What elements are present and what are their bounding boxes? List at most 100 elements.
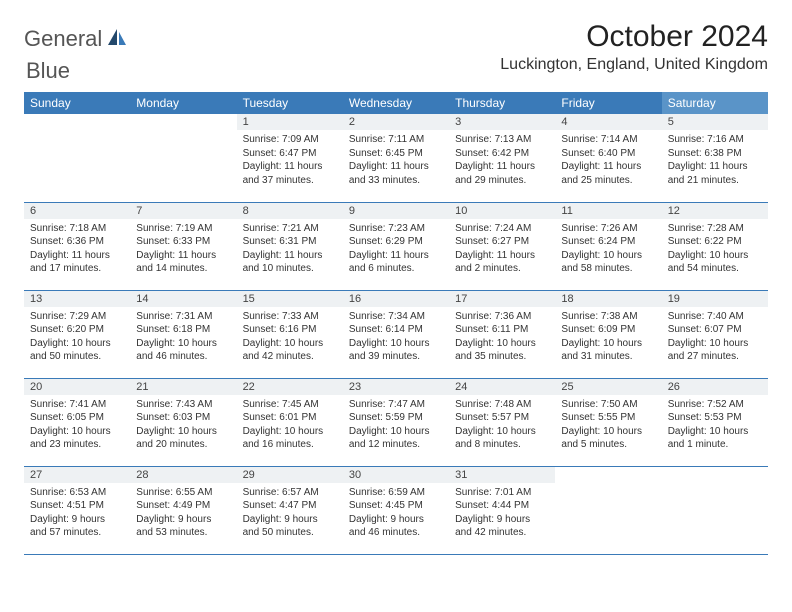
day-header-tuesday: Tuesday: [237, 92, 343, 114]
calendar-cell: 3Sunrise: 7:13 AMSunset: 6:42 PMDaylight…: [449, 114, 555, 202]
sunset-line: Sunset: 5:57 PM: [455, 411, 549, 425]
calendar-week-row: 27Sunrise: 6:53 AMSunset: 4:51 PMDayligh…: [24, 466, 768, 554]
sunset-line: Sunset: 6:22 PM: [668, 235, 762, 249]
day-details: Sunrise: 7:41 AMSunset: 6:05 PMDaylight:…: [24, 395, 130, 456]
daylight-line: Daylight: 10 hours and 31 minutes.: [561, 337, 655, 364]
day-details: Sunrise: 7:16 AMSunset: 6:38 PMDaylight:…: [662, 130, 768, 191]
daylight-line: Daylight: 10 hours and 54 minutes.: [668, 249, 762, 276]
daylight-line: Daylight: 10 hours and 20 minutes.: [136, 425, 230, 452]
sunrise-line: Sunrise: 7:34 AM: [349, 310, 443, 324]
sunrise-line: Sunrise: 7:40 AM: [668, 310, 762, 324]
day-number: 25: [555, 379, 661, 395]
brand-text-1: General: [24, 26, 102, 52]
daylight-line: Daylight: 11 hours and 29 minutes.: [455, 160, 549, 187]
sunset-line: Sunset: 4:51 PM: [30, 499, 124, 513]
calendar-cell: [24, 114, 130, 202]
sunset-line: Sunset: 4:45 PM: [349, 499, 443, 513]
sunrise-line: Sunrise: 7:26 AM: [561, 222, 655, 236]
daylight-line: Daylight: 11 hours and 6 minutes.: [349, 249, 443, 276]
sunset-line: Sunset: 6:05 PM: [30, 411, 124, 425]
sunset-line: Sunset: 6:31 PM: [243, 235, 337, 249]
sunrise-line: Sunrise: 7:36 AM: [455, 310, 549, 324]
day-number: 5: [662, 114, 768, 130]
daylight-line: Daylight: 11 hours and 37 minutes.: [243, 160, 337, 187]
day-details: Sunrise: 7:23 AMSunset: 6:29 PMDaylight:…: [343, 219, 449, 280]
calendar-cell: 7Sunrise: 7:19 AMSunset: 6:33 PMDaylight…: [130, 202, 236, 290]
daylight-line: Daylight: 11 hours and 10 minutes.: [243, 249, 337, 276]
day-number: 16: [343, 291, 449, 307]
sunrise-line: Sunrise: 7:11 AM: [349, 133, 443, 147]
sunset-line: Sunset: 5:59 PM: [349, 411, 443, 425]
daylight-line: Daylight: 9 hours and 50 minutes.: [243, 513, 337, 540]
sunset-line: Sunset: 6:45 PM: [349, 147, 443, 161]
day-number: 2: [343, 114, 449, 130]
day-header-wednesday: Wednesday: [343, 92, 449, 114]
daylight-line: Daylight: 10 hours and 1 minute.: [668, 425, 762, 452]
day-number: 24: [449, 379, 555, 395]
day-number: 19: [662, 291, 768, 307]
sail-icon: [106, 27, 128, 52]
day-details: Sunrise: 6:53 AMSunset: 4:51 PMDaylight:…: [24, 483, 130, 544]
daylight-line: Daylight: 10 hours and 42 minutes.: [243, 337, 337, 364]
daylight-line: Daylight: 9 hours and 57 minutes.: [30, 513, 124, 540]
calendar-cell: 21Sunrise: 7:43 AMSunset: 6:03 PMDayligh…: [130, 378, 236, 466]
day-details: Sunrise: 7:11 AMSunset: 6:45 PMDaylight:…: [343, 130, 449, 191]
day-details: Sunrise: 7:40 AMSunset: 6:07 PMDaylight:…: [662, 307, 768, 368]
day-number: 8: [237, 203, 343, 219]
sunrise-line: Sunrise: 6:55 AM: [136, 486, 230, 500]
calendar-cell: 16Sunrise: 7:34 AMSunset: 6:14 PMDayligh…: [343, 290, 449, 378]
sunset-line: Sunset: 4:44 PM: [455, 499, 549, 513]
day-details: Sunrise: 7:24 AMSunset: 6:27 PMDaylight:…: [449, 219, 555, 280]
day-details: Sunrise: 7:18 AMSunset: 6:36 PMDaylight:…: [24, 219, 130, 280]
sunrise-line: Sunrise: 7:28 AM: [668, 222, 762, 236]
sunset-line: Sunset: 6:18 PM: [136, 323, 230, 337]
location-text: Luckington, England, United Kingdom: [500, 56, 768, 74]
daylight-line: Daylight: 10 hours and 16 minutes.: [243, 425, 337, 452]
sunset-line: Sunset: 6:33 PM: [136, 235, 230, 249]
sunrise-line: Sunrise: 7:47 AM: [349, 398, 443, 412]
sunrise-line: Sunrise: 7:52 AM: [668, 398, 762, 412]
daylight-line: Daylight: 10 hours and 58 minutes.: [561, 249, 655, 276]
day-number: 28: [130, 467, 236, 483]
day-details: Sunrise: 6:57 AMSunset: 4:47 PMDaylight:…: [237, 483, 343, 544]
day-details: Sunrise: 7:34 AMSunset: 6:14 PMDaylight:…: [343, 307, 449, 368]
daylight-line: Daylight: 11 hours and 2 minutes.: [455, 249, 549, 276]
sunrise-line: Sunrise: 7:01 AM: [455, 486, 549, 500]
day-number: 23: [343, 379, 449, 395]
daylight-line: Daylight: 10 hours and 8 minutes.: [455, 425, 549, 452]
day-details: Sunrise: 7:31 AMSunset: 6:18 PMDaylight:…: [130, 307, 236, 368]
day-number: 30: [343, 467, 449, 483]
calendar-cell: 30Sunrise: 6:59 AMSunset: 4:45 PMDayligh…: [343, 466, 449, 554]
title-block: October 2024 Luckington, England, United…: [500, 20, 768, 74]
sunrise-line: Sunrise: 7:21 AM: [243, 222, 337, 236]
sunset-line: Sunset: 6:07 PM: [668, 323, 762, 337]
day-details: Sunrise: 7:45 AMSunset: 6:01 PMDaylight:…: [237, 395, 343, 456]
sunrise-line: Sunrise: 7:38 AM: [561, 310, 655, 324]
day-details: Sunrise: 7:29 AMSunset: 6:20 PMDaylight:…: [24, 307, 130, 368]
calendar-cell: 15Sunrise: 7:33 AMSunset: 6:16 PMDayligh…: [237, 290, 343, 378]
day-number: 31: [449, 467, 555, 483]
brand-logo: General: [24, 20, 130, 52]
daylight-line: Daylight: 9 hours and 53 minutes.: [136, 513, 230, 540]
day-details: Sunrise: 7:33 AMSunset: 6:16 PMDaylight:…: [237, 307, 343, 368]
calendar-cell: [130, 114, 236, 202]
sunset-line: Sunset: 6:14 PM: [349, 323, 443, 337]
day-details: Sunrise: 7:21 AMSunset: 6:31 PMDaylight:…: [237, 219, 343, 280]
daylight-line: Daylight: 10 hours and 27 minutes.: [668, 337, 762, 364]
daylight-line: Daylight: 10 hours and 39 minutes.: [349, 337, 443, 364]
daylight-line: Daylight: 11 hours and 17 minutes.: [30, 249, 124, 276]
day-header-saturday: Saturday: [662, 92, 768, 114]
sunrise-line: Sunrise: 7:19 AM: [136, 222, 230, 236]
calendar-cell: 27Sunrise: 6:53 AMSunset: 4:51 PMDayligh…: [24, 466, 130, 554]
daylight-line: Daylight: 11 hours and 33 minutes.: [349, 160, 443, 187]
day-number: 22: [237, 379, 343, 395]
day-details: Sunrise: 7:26 AMSunset: 6:24 PMDaylight:…: [555, 219, 661, 280]
calendar-cell: 14Sunrise: 7:31 AMSunset: 6:18 PMDayligh…: [130, 290, 236, 378]
sunrise-line: Sunrise: 7:29 AM: [30, 310, 124, 324]
day-number: 12: [662, 203, 768, 219]
sunset-line: Sunset: 6:40 PM: [561, 147, 655, 161]
calendar-cell: 25Sunrise: 7:50 AMSunset: 5:55 PMDayligh…: [555, 378, 661, 466]
sunrise-line: Sunrise: 7:31 AM: [136, 310, 230, 324]
sunset-line: Sunset: 6:09 PM: [561, 323, 655, 337]
day-details: Sunrise: 7:50 AMSunset: 5:55 PMDaylight:…: [555, 395, 661, 456]
